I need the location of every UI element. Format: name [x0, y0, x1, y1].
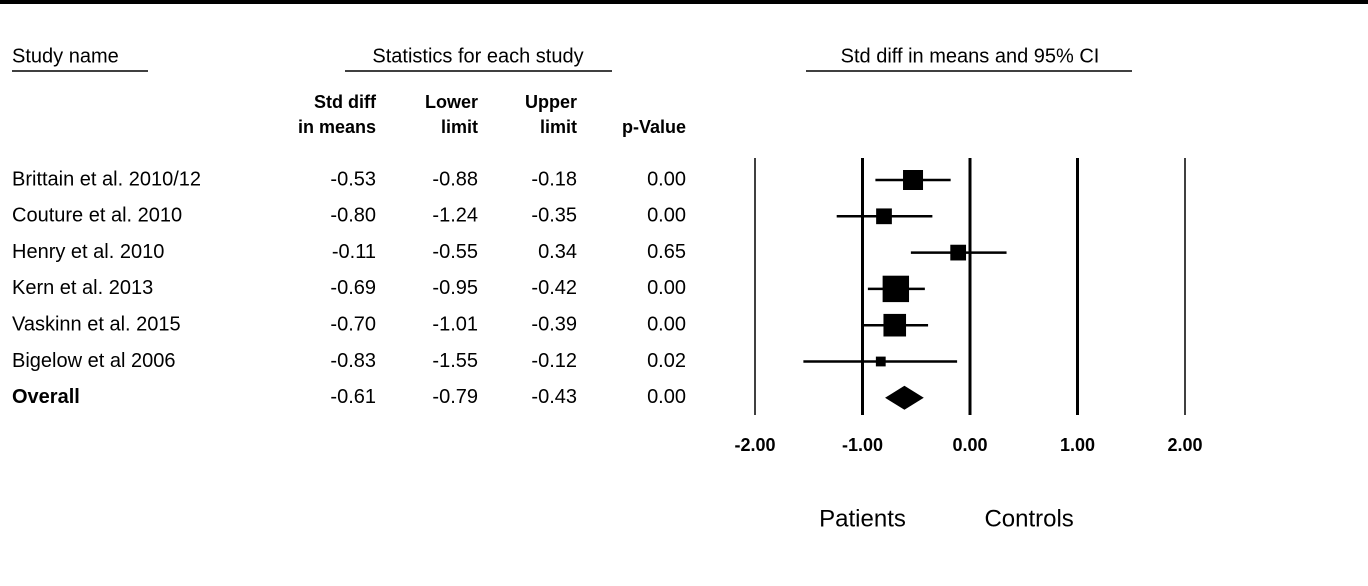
stat-cell: -0.70 [330, 313, 376, 335]
stat-cell: 0.34 [538, 241, 577, 263]
effect-square [876, 208, 892, 225]
stat-cell: -1.24 [432, 205, 478, 227]
stat-cell: -1.55 [432, 350, 478, 372]
stat-cell: 0.00 [647, 277, 686, 299]
column-header: Std diff [314, 92, 377, 112]
x-tick-label: 1.00 [1060, 435, 1095, 455]
stat-cell: 0.02 [647, 350, 686, 372]
effect-square [903, 170, 924, 190]
column-header: p-Value [622, 117, 686, 137]
stat-cell: -0.12 [531, 350, 577, 372]
stat-cell: -0.55 [432, 241, 478, 263]
study-name: Couture et al. 2010 [12, 205, 182, 227]
column-header: in means [298, 117, 376, 137]
stat-cell: -0.43 [531, 386, 577, 408]
stat-cell: 0.00 [647, 168, 686, 190]
stat-cell: -0.95 [432, 277, 478, 299]
study-name: Overall [12, 386, 80, 408]
stat-cell: 0.00 [647, 313, 686, 335]
stat-cell: -0.83 [330, 350, 376, 372]
stat-cell: -0.11 [332, 241, 376, 263]
stat-cell: 0.00 [647, 386, 686, 408]
column-header: limit [441, 117, 478, 137]
study-name: Henry et al. 2010 [12, 241, 164, 263]
column-header: Upper [525, 92, 577, 112]
x-tick-label: -1.00 [842, 435, 883, 455]
study-name: Brittain et al. 2010/12 [12, 168, 201, 190]
effect-square [875, 356, 886, 367]
side-label: Patients [819, 505, 906, 532]
stat-cell: -0.18 [531, 168, 577, 190]
top-rule [0, 0, 1368, 4]
column-header: limit [540, 117, 577, 137]
stat-cell: 0.00 [647, 205, 686, 227]
stat-cell: -0.42 [531, 277, 577, 299]
study-name: Vaskinn et al. 2015 [12, 313, 181, 335]
stat-cell: -0.39 [531, 313, 577, 335]
effect-square [882, 275, 910, 303]
stat-cell: -0.79 [432, 386, 478, 408]
summary-diamond [885, 385, 924, 410]
study-header: Study name [12, 45, 119, 67]
x-tick-label: 0.00 [952, 435, 987, 455]
x-tick-label: -2.00 [734, 435, 775, 455]
effect-square [950, 244, 967, 261]
side-label: Controls [984, 505, 1073, 532]
plot-header: Std diff in means and 95% CI [841, 45, 1100, 67]
stat-cell: -0.35 [531, 205, 577, 227]
study-name: Kern et al. 2013 [12, 277, 153, 299]
x-tick-label: 2.00 [1167, 435, 1202, 455]
study-name: Bigelow et al 2006 [12, 350, 175, 372]
stat-cell: -0.69 [330, 277, 376, 299]
stats-header: Statistics for each study [372, 45, 583, 67]
stat-cell: -0.80 [330, 205, 376, 227]
stat-cell: 0.65 [647, 241, 686, 263]
effect-square [883, 313, 907, 337]
stat-cell: -0.61 [330, 386, 376, 408]
stat-cell: -0.53 [330, 168, 376, 190]
stat-cell: -0.88 [432, 168, 478, 190]
column-header: Lower [425, 92, 478, 112]
stat-cell: -1.01 [432, 313, 478, 335]
